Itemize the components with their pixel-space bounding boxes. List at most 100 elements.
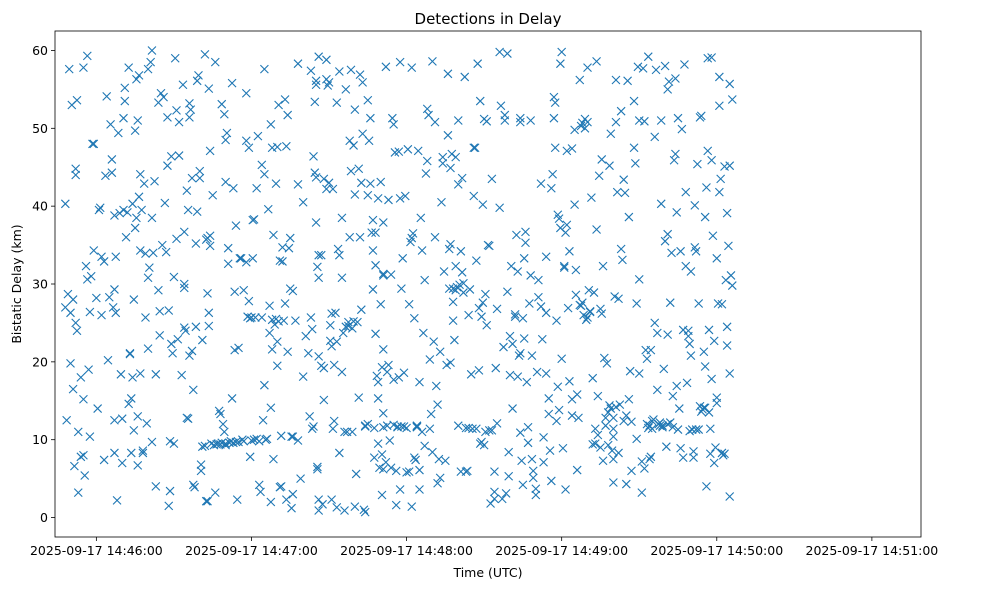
data-point — [725, 161, 735, 171]
data-point — [451, 152, 461, 162]
data-point — [512, 230, 521, 240]
data-point — [301, 331, 311, 341]
data-point — [85, 307, 95, 317]
data-point — [254, 436, 264, 446]
data-point — [94, 205, 104, 215]
data-point — [725, 79, 735, 89]
data-point — [478, 298, 488, 308]
data-point — [106, 120, 115, 129]
chart-title: Detections in Delay — [415, 10, 562, 28]
data-point — [201, 496, 211, 506]
data-point — [260, 380, 269, 390]
data-point — [603, 440, 613, 450]
data-point — [517, 456, 526, 466]
data-point — [151, 482, 161, 491]
data-point — [508, 339, 517, 349]
data-point — [446, 163, 455, 173]
data-point — [442, 360, 452, 370]
data-point — [311, 172, 321, 182]
data-point — [435, 473, 445, 483]
data-point — [124, 399, 134, 409]
data-point — [685, 426, 695, 436]
data-point — [714, 101, 724, 111]
data-point — [597, 309, 607, 318]
data-point — [437, 197, 446, 207]
x-axis-label: Time (UTC) — [452, 565, 522, 580]
data-point — [515, 117, 525, 127]
data-point — [369, 423, 379, 433]
data-point — [395, 193, 405, 203]
data-point — [611, 117, 621, 127]
data-point — [438, 152, 448, 162]
data-point — [269, 230, 278, 240]
data-point — [482, 320, 492, 330]
data-point — [174, 117, 184, 127]
data-point — [499, 342, 508, 352]
data-point — [197, 335, 207, 345]
data-point — [287, 432, 296, 441]
data-point — [707, 374, 716, 384]
data-point — [89, 246, 99, 255]
data-point — [82, 51, 92, 61]
data-point — [584, 285, 594, 295]
data-point — [327, 495, 336, 505]
data-point — [208, 190, 218, 200]
data-point — [464, 310, 474, 320]
data-point — [597, 155, 607, 164]
data-point — [497, 494, 507, 504]
data-point — [574, 413, 583, 423]
data-point — [281, 141, 291, 151]
data-point — [585, 306, 595, 316]
data-point — [93, 404, 103, 413]
data-point — [137, 205, 146, 215]
data-point — [598, 261, 608, 271]
data-point — [663, 330, 673, 339]
data-point — [166, 339, 176, 349]
data-point — [155, 306, 165, 316]
data-point — [660, 61, 670, 71]
data-point — [80, 471, 90, 480]
data-point — [674, 404, 684, 413]
data-point — [502, 49, 512, 58]
data-point — [611, 75, 621, 85]
data-point — [187, 173, 197, 183]
data-point — [363, 190, 373, 200]
data-point — [690, 200, 700, 210]
data-point — [650, 318, 660, 328]
data-point — [135, 369, 145, 378]
data-point — [621, 411, 631, 420]
data-point — [248, 253, 258, 263]
data-point — [349, 141, 358, 150]
data-point — [129, 425, 139, 435]
data-point — [554, 405, 564, 415]
data-point — [271, 179, 281, 188]
data-point — [183, 414, 193, 424]
data-point — [346, 65, 356, 75]
data-point — [219, 109, 229, 119]
data-point — [192, 76, 202, 86]
data-point — [187, 346, 197, 356]
data-point — [241, 88, 251, 98]
data-point — [337, 213, 347, 223]
data-point — [314, 495, 324, 505]
data-point — [197, 442, 207, 452]
data-point — [365, 179, 375, 188]
data-point — [280, 299, 290, 308]
data-point — [222, 128, 232, 138]
data-point — [195, 166, 205, 176]
data-point — [311, 80, 321, 90]
data-point — [351, 469, 361, 479]
data-point — [205, 146, 215, 156]
data-point — [714, 72, 724, 82]
data-point — [709, 336, 719, 346]
data-point — [102, 92, 112, 101]
data-point — [434, 454, 444, 464]
data-point — [403, 144, 413, 154]
data-point — [334, 250, 344, 260]
data-point — [633, 62, 643, 72]
data-point — [725, 492, 735, 501]
data-point — [659, 364, 669, 374]
data-point — [337, 273, 347, 283]
data-point — [367, 228, 377, 238]
data-point — [134, 192, 144, 202]
